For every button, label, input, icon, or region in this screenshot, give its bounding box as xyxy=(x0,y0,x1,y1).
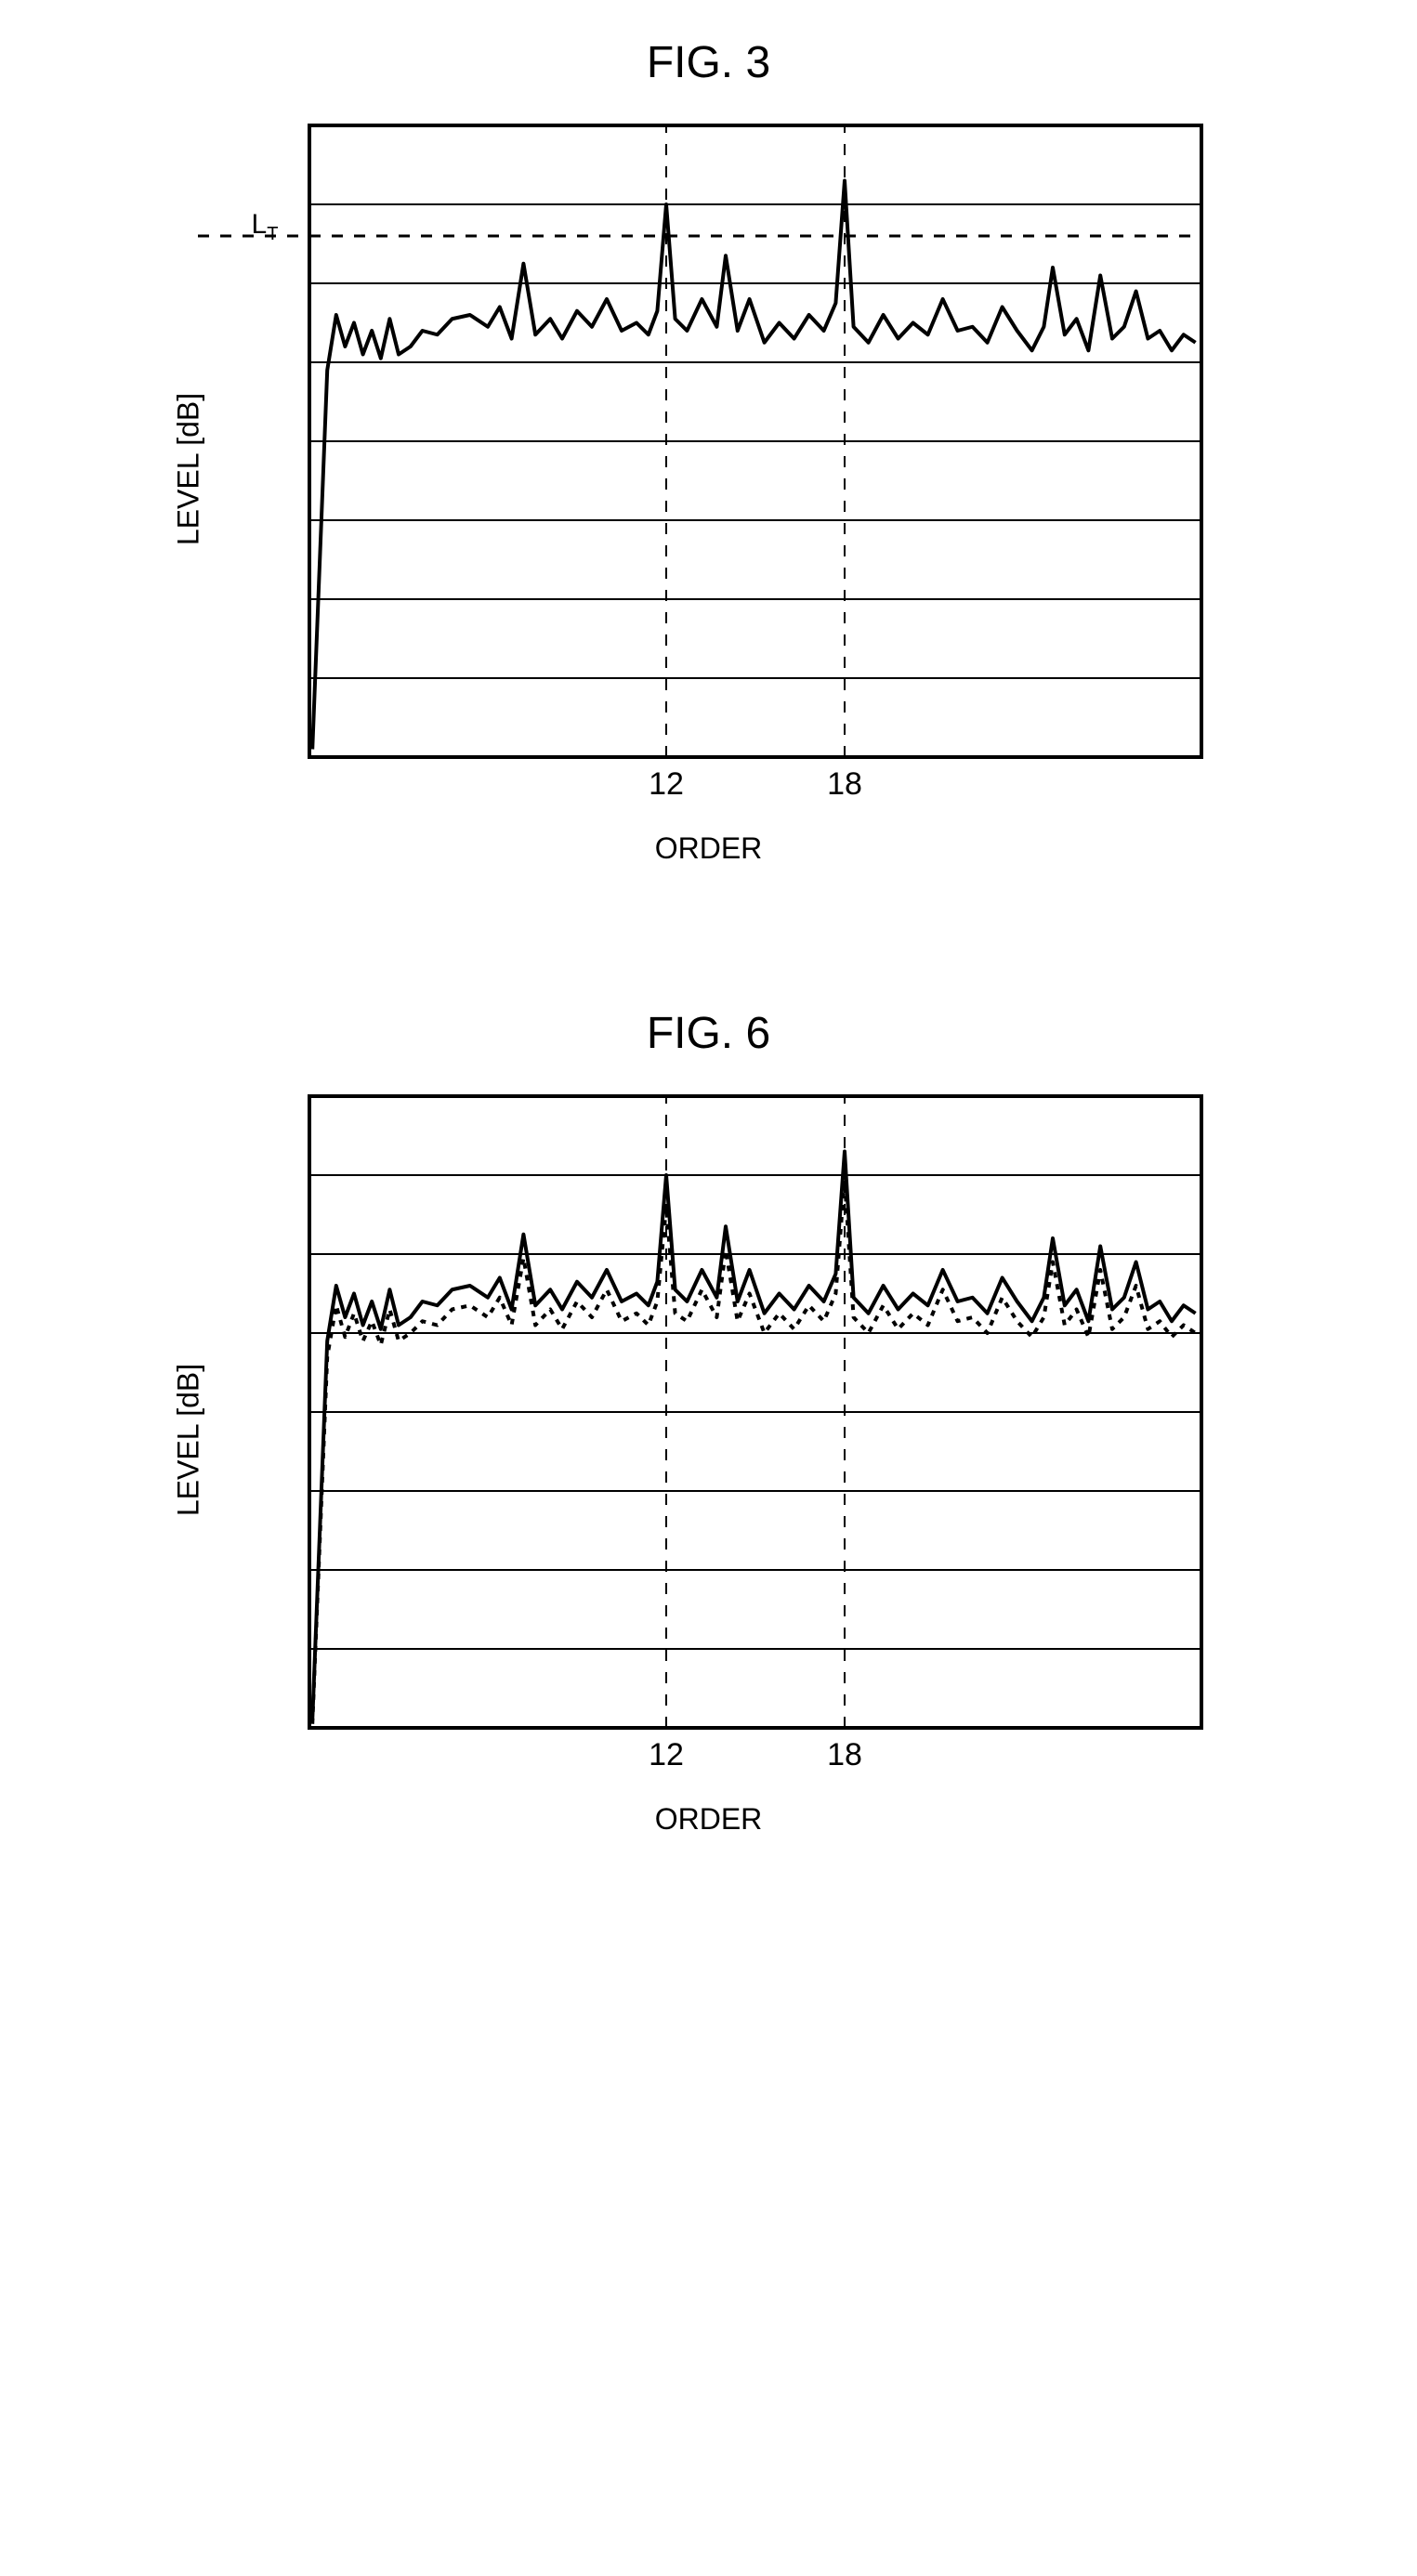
figure-3: FIG. 3 LEVEL [dB] LT 1218 ORDER xyxy=(19,37,1398,822)
svg-text:12: 12 xyxy=(649,766,684,802)
figure-6-title: FIG. 6 xyxy=(19,1008,1398,1059)
figure-3-xlabel: ORDER xyxy=(198,831,1220,866)
figure-6-chart: LEVEL [dB] 1218 ORDER xyxy=(198,1087,1220,1793)
figure-3-title: FIG. 3 xyxy=(19,37,1398,88)
svg-text:18: 18 xyxy=(827,1737,862,1772)
figure-3-chart: LEVEL [dB] LT 1218 ORDER xyxy=(198,116,1220,822)
figure-6-svg: 12 18 xyxy=(198,1087,1220,1793)
svg-text:12: 12 xyxy=(649,1737,684,1772)
figure-3-ylabel: LEVEL [dB] xyxy=(171,393,205,545)
lt-threshold-label: LT xyxy=(252,209,279,245)
figure-6: FIG. 6 LEVEL [dB] 1218 ORDER xyxy=(19,1008,1398,1793)
figure-6-ylabel: LEVEL [dB] xyxy=(171,1364,205,1516)
svg-text:18: 18 xyxy=(827,766,862,802)
figure-6-xlabel: ORDER xyxy=(198,1802,1220,1837)
figure-3-svg: 12 18 xyxy=(198,116,1220,822)
